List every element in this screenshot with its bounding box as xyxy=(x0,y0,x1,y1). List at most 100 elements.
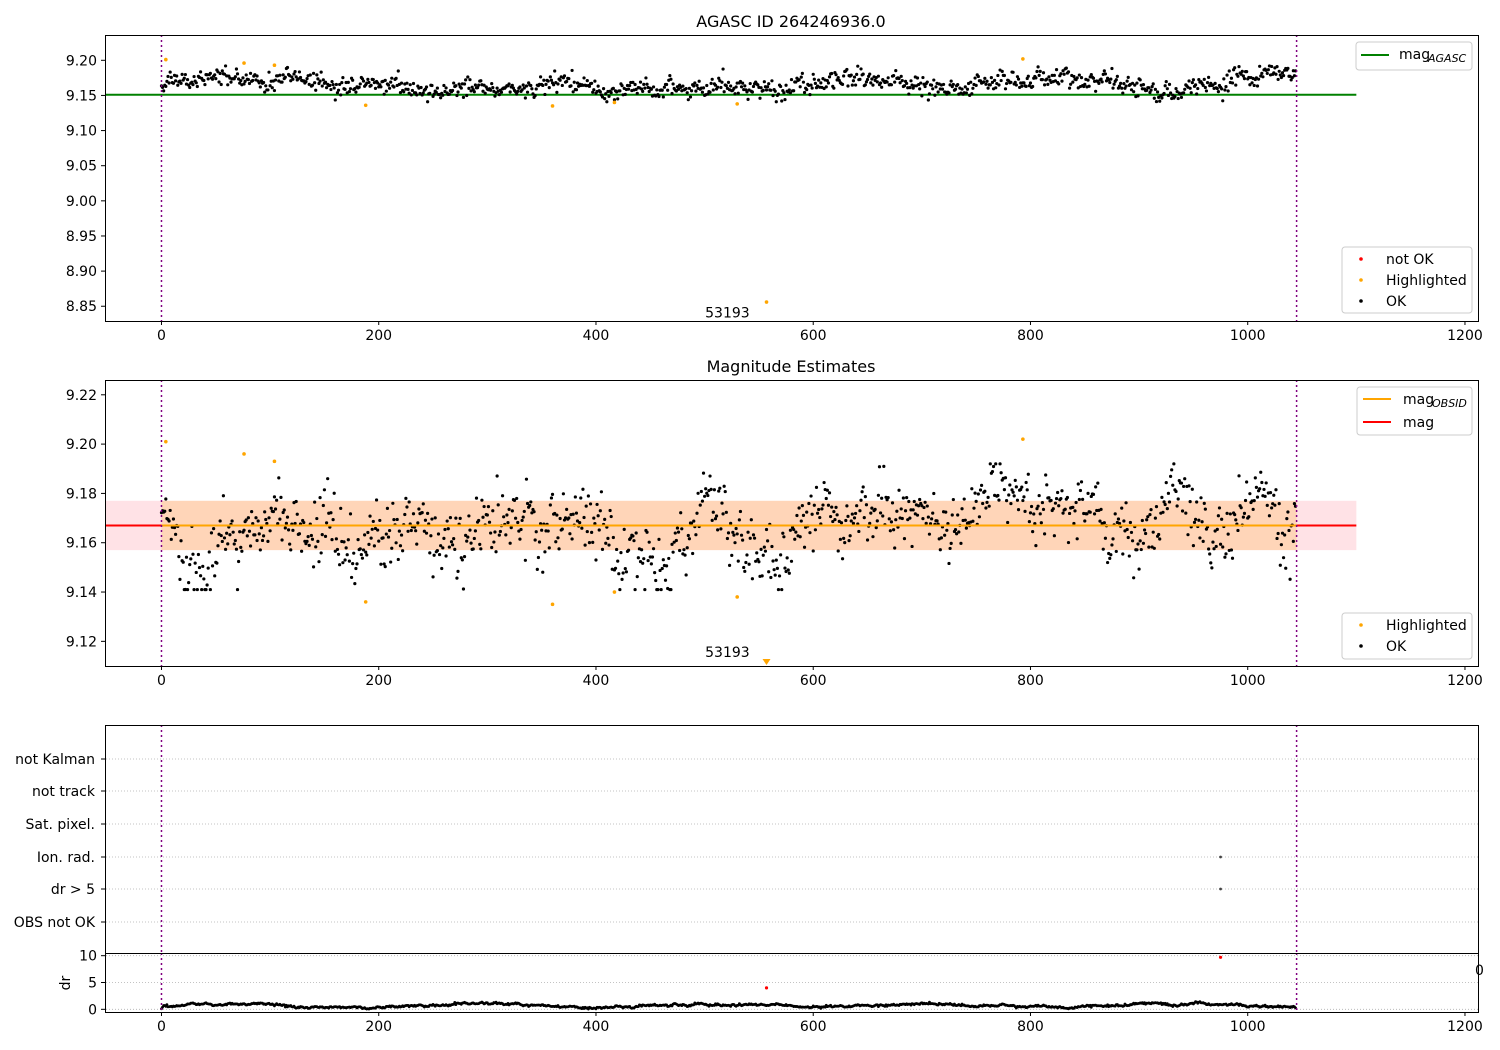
agasc-ok-point xyxy=(483,91,487,95)
estimates-ok-point xyxy=(386,535,391,539)
estimates-ok-point xyxy=(988,462,992,466)
estimates-ok-point xyxy=(554,540,558,544)
estimates-ok-point xyxy=(364,550,368,554)
estimates-ok-point xyxy=(1012,494,1016,498)
estimates-ok-point xyxy=(462,555,467,559)
agasc-ok-point xyxy=(968,93,972,97)
estimates-ok-point xyxy=(932,491,936,496)
agasc-ok-point xyxy=(1276,77,1280,82)
agasc-ok-point xyxy=(711,88,715,92)
agasc-ok-point xyxy=(1115,74,1119,78)
estimates-ok-point xyxy=(242,528,246,532)
agasc-ok-point xyxy=(853,83,858,87)
estimates-ok-point xyxy=(382,562,386,566)
estimates-ok-point xyxy=(516,520,520,525)
estimates-ok-point xyxy=(721,512,725,516)
agasc-ok-point xyxy=(1182,91,1186,95)
estimates-ok-point xyxy=(1252,499,1256,503)
estimates-ok-point xyxy=(519,527,523,532)
estimates-ok-point xyxy=(329,511,333,515)
estimates-ok-point xyxy=(812,503,816,507)
agasc-ok-point xyxy=(920,94,924,98)
agasc-ok-point xyxy=(1202,77,1206,81)
estimates-ok-point xyxy=(770,544,774,549)
estimates-ok-point xyxy=(1099,507,1103,512)
agasc-ok-point xyxy=(1292,74,1297,78)
estimates-ok-point xyxy=(701,471,706,475)
agasc-ok-point xyxy=(1168,91,1173,95)
estimates-ok-point xyxy=(444,554,448,558)
agasc-ok-point xyxy=(603,97,607,101)
estimates-ok-point xyxy=(772,568,776,572)
agasc-ok-point xyxy=(191,83,195,87)
agasc-ok-point xyxy=(1196,86,1200,91)
estimates-ok-point xyxy=(786,568,790,572)
estimates-ok-point xyxy=(415,542,419,546)
estimates-ok-point xyxy=(1124,501,1128,505)
agasc-ok-point xyxy=(1183,87,1187,91)
agasc-ok-point xyxy=(721,67,725,71)
agasc-ok-point xyxy=(794,80,798,84)
agasc-ok-point xyxy=(861,72,865,76)
estimates-ok-point xyxy=(908,516,912,520)
agasc-ok-point xyxy=(351,78,355,82)
estimates-ok-point xyxy=(316,539,320,543)
estimates-ok-point xyxy=(280,538,284,542)
agasc-ok-point xyxy=(1091,76,1096,80)
agasc-ok-point xyxy=(415,93,419,97)
estimates-ok-point xyxy=(189,557,193,561)
agasc-ok-point xyxy=(238,81,242,85)
estimates-ok-point xyxy=(1280,531,1285,535)
estimates-ok-point xyxy=(1138,539,1142,543)
agasc-ok-point xyxy=(771,93,775,98)
agasc-ok-point xyxy=(234,67,239,71)
estimates-ok-point xyxy=(1071,505,1075,509)
agasc-ok-point xyxy=(371,77,375,82)
estimates-ok-point xyxy=(1105,560,1110,565)
estimates-ok-point xyxy=(1008,483,1012,487)
estimates-ok-point xyxy=(1091,492,1096,496)
estimates-ok-point xyxy=(1179,481,1184,485)
estimates-ok-point xyxy=(307,543,311,547)
estimates-ok-point xyxy=(518,537,522,541)
estimates-ok-point xyxy=(895,509,899,513)
estimates-ok-point xyxy=(423,518,428,522)
estimates-ok-point xyxy=(926,515,930,519)
agasc-ok-point xyxy=(840,82,845,86)
agasc-ok-point xyxy=(974,83,978,87)
estimates-ok-point xyxy=(795,513,799,518)
agasc-ok-point xyxy=(1160,96,1164,100)
estimates-ok-point xyxy=(1135,548,1139,552)
estimates-ok-point xyxy=(865,538,870,542)
estimates-ok-point xyxy=(1273,503,1277,507)
estimates-ok-point xyxy=(407,500,411,504)
estimates-ok-point xyxy=(720,501,724,505)
agasc-ok-point xyxy=(947,91,951,95)
agasc-ok-point xyxy=(281,73,285,77)
agasc-ok-point xyxy=(202,78,206,83)
estimates-ok-point xyxy=(405,505,409,509)
estimates-ok-point xyxy=(239,545,243,550)
estimates-ok-point xyxy=(210,564,215,568)
agasc-ok-point xyxy=(329,87,333,92)
agasc-ok-point xyxy=(834,73,838,77)
agasc-ok-point xyxy=(321,78,325,82)
estimates-ok-point xyxy=(670,542,674,546)
estimates-ok-point xyxy=(1109,553,1113,557)
estimates-ok-point xyxy=(492,540,496,544)
estimates-ok-point xyxy=(587,541,592,545)
agasc-ok-point xyxy=(348,87,353,91)
agasc-ok-point xyxy=(406,87,410,91)
estimates-ok-point xyxy=(288,542,292,546)
estimates-ok-point xyxy=(680,527,684,531)
agasc-ok-point xyxy=(182,76,186,80)
estimates-ok-point xyxy=(520,518,524,523)
estimates-ok-point xyxy=(1011,490,1015,494)
agasc-ok-point xyxy=(798,85,802,89)
estimates-ok-point xyxy=(1207,547,1211,551)
estimates-ok-point xyxy=(1072,521,1076,526)
agasc-ok-point xyxy=(468,78,472,82)
agasc-ok-point xyxy=(521,83,525,87)
agasc-ok-point xyxy=(270,86,274,90)
estimates-ok-point xyxy=(567,516,571,520)
